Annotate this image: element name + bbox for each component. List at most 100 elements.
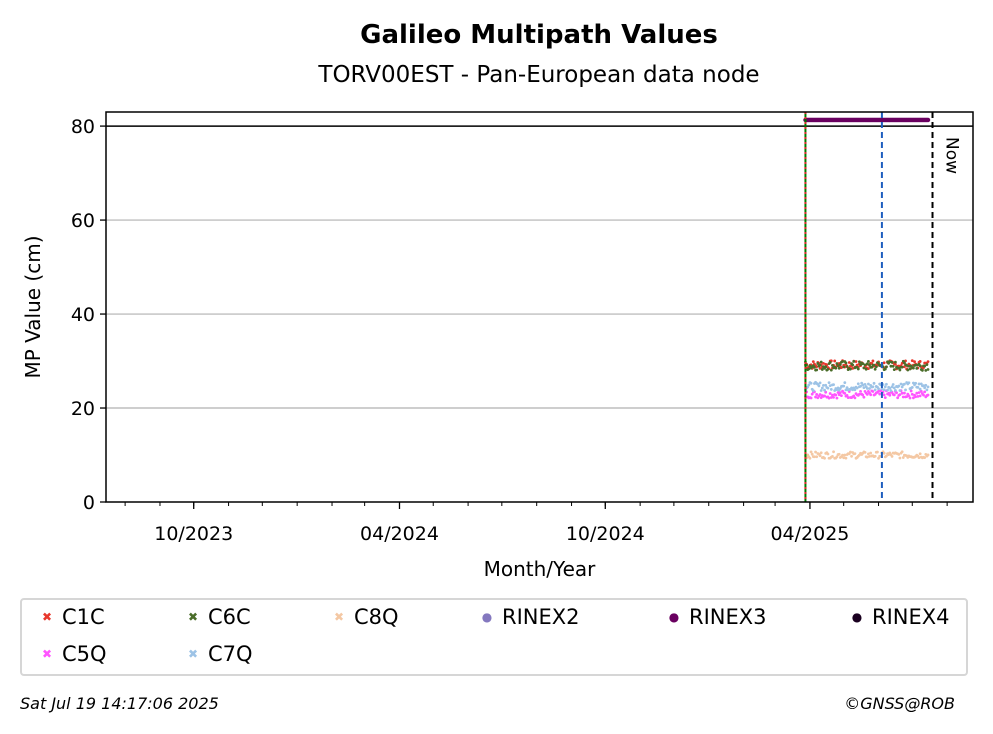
data-point xyxy=(908,367,912,371)
data-point xyxy=(820,386,824,390)
legend-label: RINEX4 xyxy=(872,605,950,629)
data-point xyxy=(824,365,828,369)
data-point xyxy=(898,389,902,392)
data-point xyxy=(863,382,867,386)
footer-credit: ©GNSS@ROB xyxy=(844,694,955,713)
data-point xyxy=(876,450,879,454)
data-point xyxy=(885,382,888,386)
data-point xyxy=(828,384,832,387)
data-point xyxy=(844,388,848,392)
data-point xyxy=(873,388,877,392)
data-point xyxy=(807,367,811,371)
data-point xyxy=(865,455,869,459)
data-point xyxy=(871,359,875,363)
data-point xyxy=(843,391,847,395)
data-point xyxy=(900,391,904,395)
data-point xyxy=(882,393,886,397)
data-point xyxy=(869,393,873,397)
data-point xyxy=(852,359,856,363)
data-point xyxy=(858,360,861,364)
data-point xyxy=(916,386,920,389)
data-point xyxy=(827,381,831,385)
x-tick-label: 10/2023 xyxy=(154,523,233,545)
data-point xyxy=(818,381,822,385)
data-point xyxy=(829,368,833,372)
data-point xyxy=(892,368,896,372)
data-point xyxy=(923,386,927,390)
data-point xyxy=(913,360,916,364)
data-point xyxy=(873,454,877,458)
data-point xyxy=(834,366,838,370)
series-rinex3 xyxy=(803,117,931,123)
data-point xyxy=(840,394,843,398)
data-point xyxy=(888,360,892,364)
data-point xyxy=(896,396,900,400)
data-point xyxy=(918,387,922,391)
data-point xyxy=(841,360,844,363)
data-point xyxy=(925,388,929,392)
data-point xyxy=(900,365,904,369)
data-point xyxy=(917,456,921,460)
data-point xyxy=(832,395,835,399)
data-point xyxy=(898,368,902,372)
data-point xyxy=(810,392,814,396)
data-point xyxy=(882,451,886,455)
data-point xyxy=(901,456,905,459)
data-point xyxy=(861,383,865,387)
data-point xyxy=(815,365,819,369)
data-point xyxy=(914,395,918,399)
data-point xyxy=(914,363,918,367)
data-point xyxy=(891,383,895,386)
data-point xyxy=(915,391,919,395)
legend-marker-icon: ✖ xyxy=(187,647,199,661)
legend-label: C1C xyxy=(62,605,105,629)
data-point xyxy=(854,360,858,363)
data-point xyxy=(892,386,896,390)
data-point xyxy=(870,365,874,369)
data-point xyxy=(832,383,835,387)
data-point xyxy=(924,369,928,372)
data-point xyxy=(882,361,886,365)
data-point xyxy=(829,396,833,399)
data-point xyxy=(897,452,901,456)
data-point xyxy=(835,455,839,459)
data-point xyxy=(836,364,840,368)
data-point xyxy=(836,391,840,394)
data-point xyxy=(829,388,833,391)
data-point xyxy=(863,363,867,367)
data-point xyxy=(833,359,837,363)
data-point xyxy=(910,385,914,389)
data-point xyxy=(814,450,817,454)
data-point xyxy=(912,366,915,370)
data-point xyxy=(914,381,918,385)
data-point xyxy=(837,393,841,397)
x-tick-label: 04/2025 xyxy=(770,523,849,545)
legend-label: C7Q xyxy=(208,642,253,666)
data-point xyxy=(878,392,882,396)
data-point xyxy=(815,455,819,459)
data-point xyxy=(811,389,815,393)
legend-label: C6C xyxy=(208,605,251,629)
data-point xyxy=(844,361,848,365)
data-point xyxy=(926,368,930,371)
data-point xyxy=(898,456,902,460)
data-point xyxy=(823,456,826,460)
data-point xyxy=(832,450,835,454)
data-point xyxy=(811,360,815,363)
data-point xyxy=(818,366,822,370)
data-point xyxy=(869,451,873,455)
data-point xyxy=(921,369,924,372)
data-point xyxy=(872,381,876,385)
data-point xyxy=(899,382,903,386)
data-point xyxy=(903,382,906,386)
data-point xyxy=(889,364,893,368)
x-axis-label: Month/Year xyxy=(484,557,597,581)
data-point xyxy=(808,456,812,460)
data-point xyxy=(897,384,901,388)
data-point xyxy=(906,368,910,372)
data-point xyxy=(838,391,842,394)
data-point xyxy=(845,386,849,390)
data-point xyxy=(923,390,927,394)
legend-label: RINEX3 xyxy=(689,605,767,629)
data-point xyxy=(820,368,824,371)
